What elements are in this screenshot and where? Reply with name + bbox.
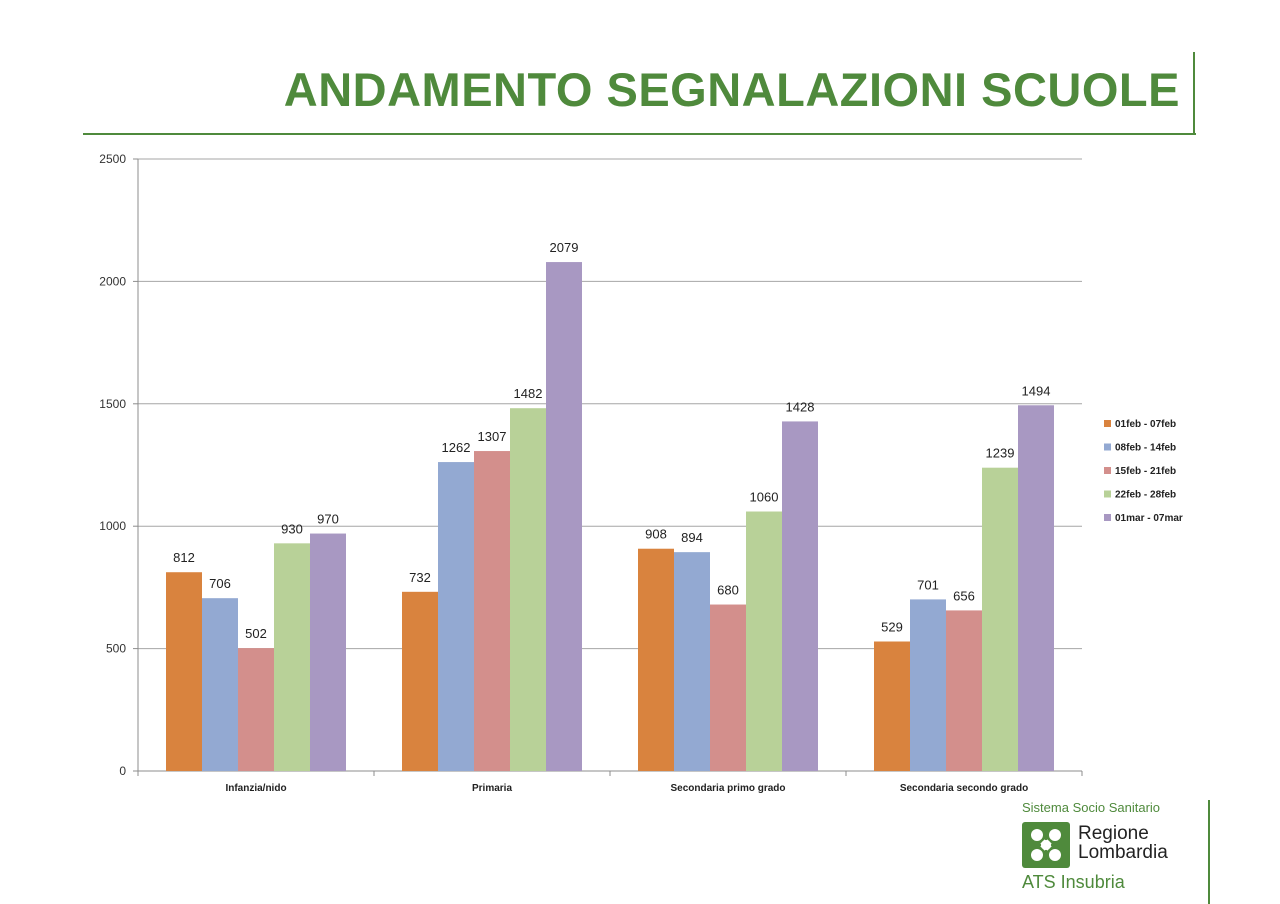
legend-label: 15feb - 21feb (1115, 466, 1176, 477)
legend-label: 22feb - 28feb (1115, 490, 1176, 501)
x-tick-label: Secondaria secondo grado (900, 783, 1028, 794)
bar (746, 511, 782, 771)
logo-line-1: Regione (1078, 823, 1149, 844)
x-tick-label: Infanzia/nido (225, 783, 286, 794)
legend-swatch (1104, 443, 1111, 451)
bar (946, 610, 982, 771)
footer-vertical-divider (1208, 800, 1210, 904)
bar (510, 408, 546, 771)
x-tick-label: Secondaria primo grado (670, 783, 785, 794)
ats-logo: Sistema Socio Sanitario Regione Lombardi… (1022, 800, 1202, 900)
y-tick-label: 1500 (99, 397, 126, 411)
data-label: 2079 (550, 240, 579, 255)
y-tick-label: 2000 (99, 274, 126, 288)
legend-swatch (1104, 514, 1111, 521)
bar (274, 543, 310, 771)
title-divider (83, 133, 1196, 135)
data-label: 680 (717, 583, 739, 598)
data-label: 1482 (514, 386, 543, 401)
y-tick-label: 0 (119, 764, 126, 778)
data-label: 1060 (750, 490, 779, 505)
regione-lombardia-icon (1022, 822, 1070, 868)
bar (982, 467, 1018, 771)
y-tick-label: 1000 (99, 519, 126, 533)
bar (674, 552, 710, 771)
data-label: 1494 (1022, 383, 1051, 398)
logo-line-2: Lombardia (1078, 842, 1168, 863)
title-vertical-divider (1193, 52, 1195, 135)
organization-name: ATS Insubria (1022, 872, 1125, 892)
bar (710, 604, 746, 771)
bar (874, 641, 910, 771)
data-label: 908 (645, 527, 667, 542)
data-label: 812 (173, 550, 195, 565)
legend-label: 01mar - 07mar (1115, 513, 1183, 524)
data-label: 1262 (442, 440, 471, 455)
bar (910, 599, 946, 771)
bar (438, 462, 474, 771)
bar (1018, 405, 1054, 771)
data-label: 706 (209, 576, 231, 591)
bar (402, 591, 438, 771)
bar (310, 533, 346, 771)
data-label: 1239 (986, 446, 1015, 461)
legend-label: 08feb - 14feb (1115, 443, 1176, 454)
bar (638, 548, 674, 771)
slide-title: ANDAMENTO SEGNALAZIONI SCUOLE (283, 63, 1180, 116)
data-label: 502 (245, 626, 267, 641)
logo-tagline: Sistema Socio Sanitario (1022, 800, 1161, 815)
x-tick-label: Primaria (472, 783, 512, 794)
data-label: 970 (317, 512, 339, 527)
legend-label: 01feb - 07feb (1115, 419, 1176, 430)
data-label: 656 (953, 588, 975, 603)
bar (782, 421, 818, 771)
logo-wordmark: Regione Lombardia (1078, 824, 1168, 862)
legend-swatch (1104, 420, 1111, 427)
y-tick-label: 2500 (99, 152, 126, 166)
data-label: 1307 (478, 429, 507, 444)
data-label: 894 (681, 530, 703, 545)
legend-swatch (1104, 467, 1111, 474)
bar (474, 451, 510, 771)
data-label: 732 (409, 570, 431, 585)
bar (166, 572, 202, 771)
data-label: 529 (881, 620, 903, 635)
bar (546, 262, 582, 771)
legend-swatch (1104, 490, 1111, 498)
bar (238, 648, 274, 771)
y-tick-label: 500 (106, 642, 126, 656)
data-label: 930 (281, 521, 303, 536)
data-label: 1428 (786, 399, 815, 414)
data-label: 701 (917, 577, 939, 592)
bar (202, 598, 238, 771)
